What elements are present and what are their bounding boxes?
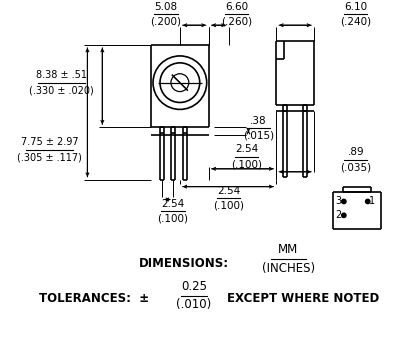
Text: (.015): (.015)	[243, 131, 274, 141]
Text: 2: 2	[336, 210, 342, 220]
Text: 2.54: 2.54	[217, 186, 240, 196]
Text: 5.08: 5.08	[154, 2, 178, 12]
Text: 7.75 ± 2.97: 7.75 ± 2.97	[21, 137, 78, 147]
Text: 0.25: 0.25	[181, 280, 207, 293]
Text: (.200): (.200)	[150, 17, 182, 27]
Text: DIMENSIONS:: DIMENSIONS:	[139, 257, 229, 270]
Text: 1: 1	[369, 196, 375, 206]
Text: (.100): (.100)	[213, 201, 244, 211]
Text: 6.10: 6.10	[344, 2, 367, 12]
Text: TOLERANCES:  ±: TOLERANCES: ±	[39, 292, 150, 305]
Text: (.240): (.240)	[340, 17, 371, 27]
Text: 8.38 ± .51: 8.38 ± .51	[36, 70, 87, 80]
Circle shape	[366, 199, 370, 204]
Text: 2.54: 2.54	[161, 199, 184, 209]
Circle shape	[342, 199, 346, 204]
Text: (.035): (.035)	[340, 162, 371, 172]
Text: (.305 ± .117): (.305 ± .117)	[17, 153, 82, 163]
Text: (INCHES): (INCHES)	[262, 262, 315, 275]
Text: 6.60: 6.60	[225, 2, 248, 12]
Text: 3: 3	[336, 196, 342, 206]
Text: (.330 ± .020): (.330 ± .020)	[29, 86, 94, 96]
Text: (.260): (.260)	[221, 17, 252, 27]
Text: (.010): (.010)	[176, 298, 212, 312]
Text: (.100): (.100)	[158, 214, 188, 224]
Text: .89: .89	[348, 147, 364, 158]
Text: (.100): (.100)	[231, 159, 262, 169]
Circle shape	[342, 213, 346, 218]
Text: 2.54: 2.54	[235, 144, 258, 154]
Text: EXCEPT WHERE NOTED: EXCEPT WHERE NOTED	[227, 292, 379, 305]
Text: MM: MM	[278, 243, 298, 256]
Text: .38: .38	[250, 116, 267, 126]
